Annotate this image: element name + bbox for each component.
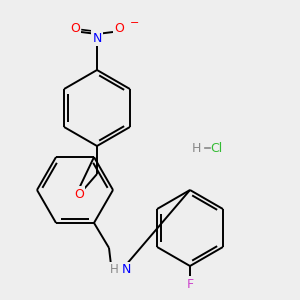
Text: H: H	[110, 263, 118, 276]
Text: O: O	[74, 188, 84, 200]
Text: O: O	[114, 22, 124, 34]
Text: O: O	[70, 22, 80, 34]
Text: N: N	[92, 32, 102, 44]
Text: −: −	[130, 18, 140, 28]
Text: N: N	[121, 263, 131, 276]
Text: H: H	[192, 142, 201, 154]
Text: Cl: Cl	[210, 142, 222, 154]
Text: F: F	[186, 278, 194, 290]
